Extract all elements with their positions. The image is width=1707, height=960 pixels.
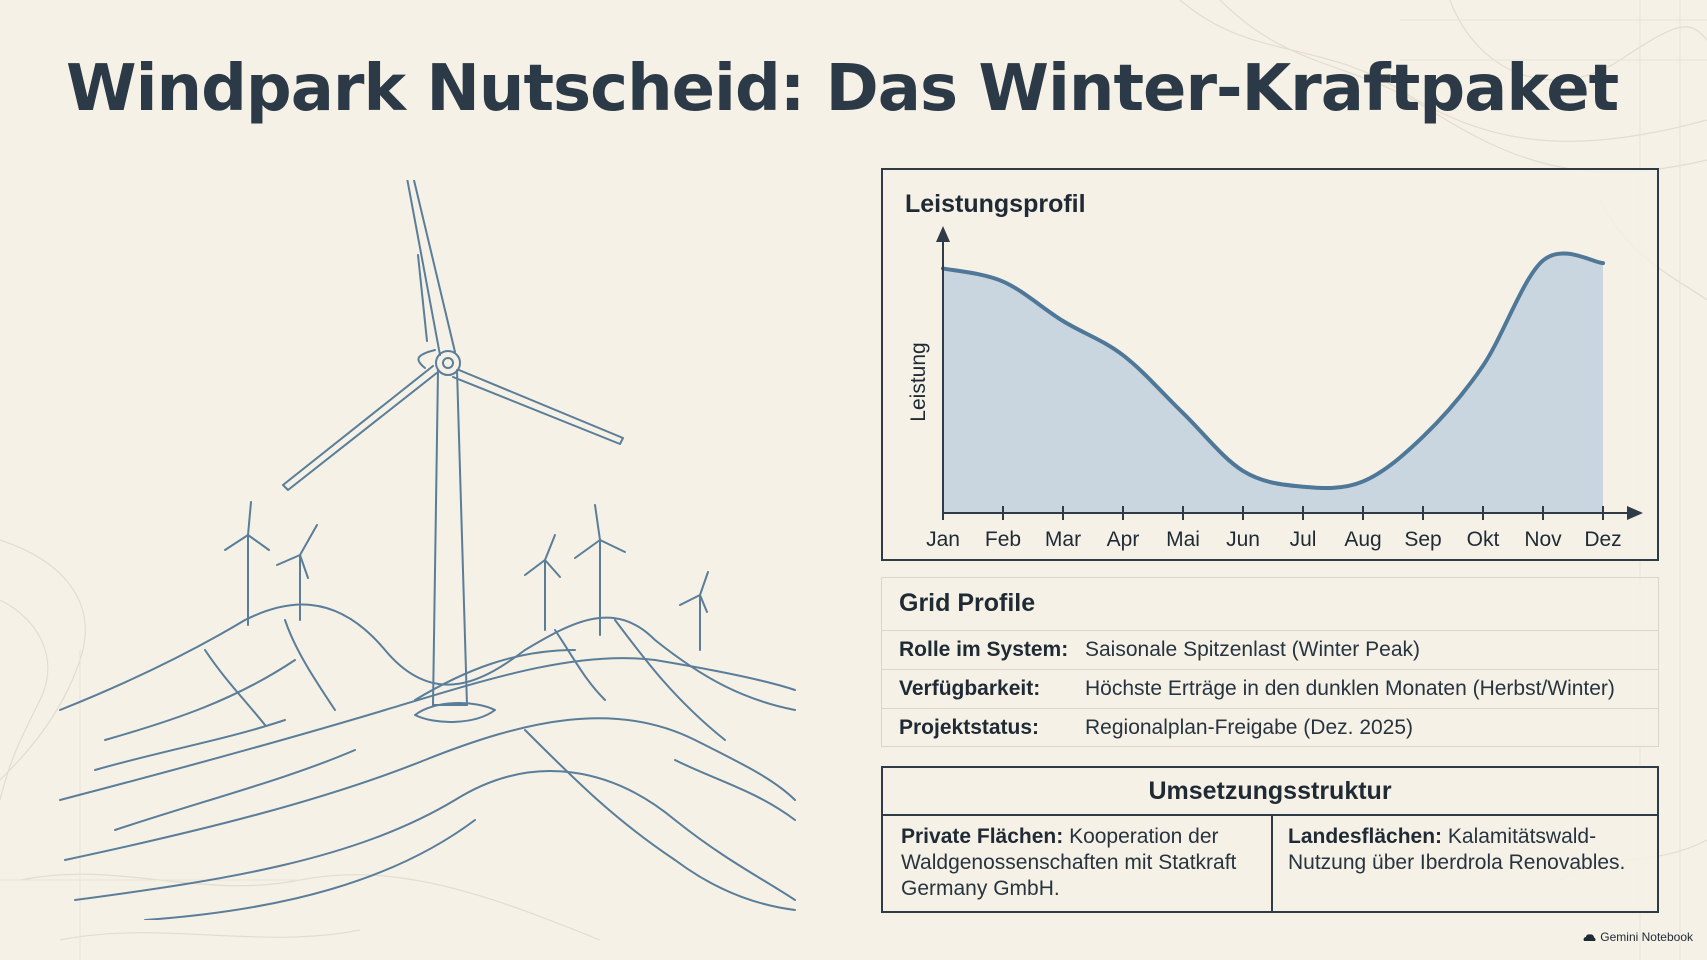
implementation-structure-panel: Umsetzungsstruktur Private Flächen: Koop…: [881, 766, 1659, 913]
grid-row-value: Regionalplan-Freigabe (Dez. 2025): [1085, 716, 1414, 739]
small-turbine-5: [679, 571, 709, 651]
x-tick-label-nov: Nov: [1524, 528, 1562, 551]
grid-row-status: Projektstatus: Regionalplan-Freigabe (De…: [882, 708, 1658, 747]
x-axis-arrow: [1627, 506, 1643, 520]
x-tick-label-jul: Jul: [1290, 528, 1317, 551]
grid-row-value: Höchste Erträge in den dunklen Monaten (…: [1085, 677, 1615, 700]
private-areas-text: Kooperation der Waldgenossenschaften mit…: [901, 825, 1237, 900]
private-areas-cell: Private Flächen: Kooperation der Waldgen…: [901, 824, 1256, 902]
grid-profile-title: Grid Profile: [899, 589, 1036, 617]
private-areas-label: Private Flächen:: [901, 825, 1064, 848]
small-turbine-2: [276, 524, 318, 621]
grid-row-label: Verfügbarkeit:: [899, 677, 1041, 700]
chart-title: Leistungsprofil: [905, 190, 1086, 218]
x-tick-label-aug: Aug: [1344, 528, 1381, 551]
wind-turbine-illustration: [59, 180, 796, 920]
x-tick-label-sep: Sep: [1404, 528, 1441, 551]
hill-ridge: [59, 603, 796, 711]
small-turbine-4: [574, 504, 626, 636]
x-tick-label-jun: Jun: [1226, 528, 1260, 551]
implementation-divider: [1271, 814, 1273, 911]
implementation-title: Umsetzungsstruktur: [883, 768, 1657, 816]
y-axis-arrow: [936, 226, 950, 242]
grid-row-role: Rolle im System: Saisonale Spitzenlast (…: [882, 630, 1658, 669]
x-tick-label-dez: Dez: [1584, 528, 1621, 551]
chart-plot: Jan Feb Mar Apr Mai Jun Jul Aug Sep Okt Nov Dez Lei…: [907, 226, 1643, 551]
x-tick-label-apr: Apr: [1107, 528, 1140, 551]
area-fill: [943, 253, 1603, 513]
x-tick-label-okt: Okt: [1467, 528, 1500, 551]
small-turbine-3: [524, 534, 561, 631]
y-axis-label: Leistung: [907, 342, 930, 421]
brand-badge: Gemini Notebook: [1583, 930, 1693, 944]
small-turbine-1: [224, 501, 270, 626]
series-line: [941, 251, 1605, 491]
grid-row-value: Saisonale Spitzenlast (Winter Peak): [1085, 638, 1420, 661]
state-areas-text: Kalamitätswald-Nutzung über Iberdrola Re…: [1288, 825, 1626, 874]
x-tick-label-feb: Feb: [985, 528, 1021, 551]
grid-row-availability: Verfügbarkeit: Höchste Erträge in den du…: [882, 669, 1658, 708]
grid-row-label: Projektstatus:: [899, 716, 1040, 739]
grid-row-label: Rolle im System:: [899, 638, 1069, 661]
grid-profile-panel: Grid Profile Rolle im System: Saisonale …: [881, 577, 1659, 747]
state-areas-cell: Landesflächen: Kalamitätswald-Nutzung üb…: [1288, 824, 1643, 876]
state-areas-label: Landesflächen:: [1288, 825, 1443, 848]
brand-label: Gemini Notebook: [1600, 930, 1693, 944]
x-tick-label-mai: Mai: [1166, 528, 1200, 551]
x-tick-label-mar: Mar: [1045, 528, 1081, 551]
cloud-icon: [1583, 933, 1596, 941]
page-title: Windpark Nutscheid: Das Winter-Kraftpake…: [66, 52, 1619, 126]
x-tick-label-jan: Jan: [926, 528, 960, 551]
power-profile-chart: Leistungsprofil Jan Feb Mar Apr Mai Jun Jul Aug…: [881, 168, 1659, 561]
